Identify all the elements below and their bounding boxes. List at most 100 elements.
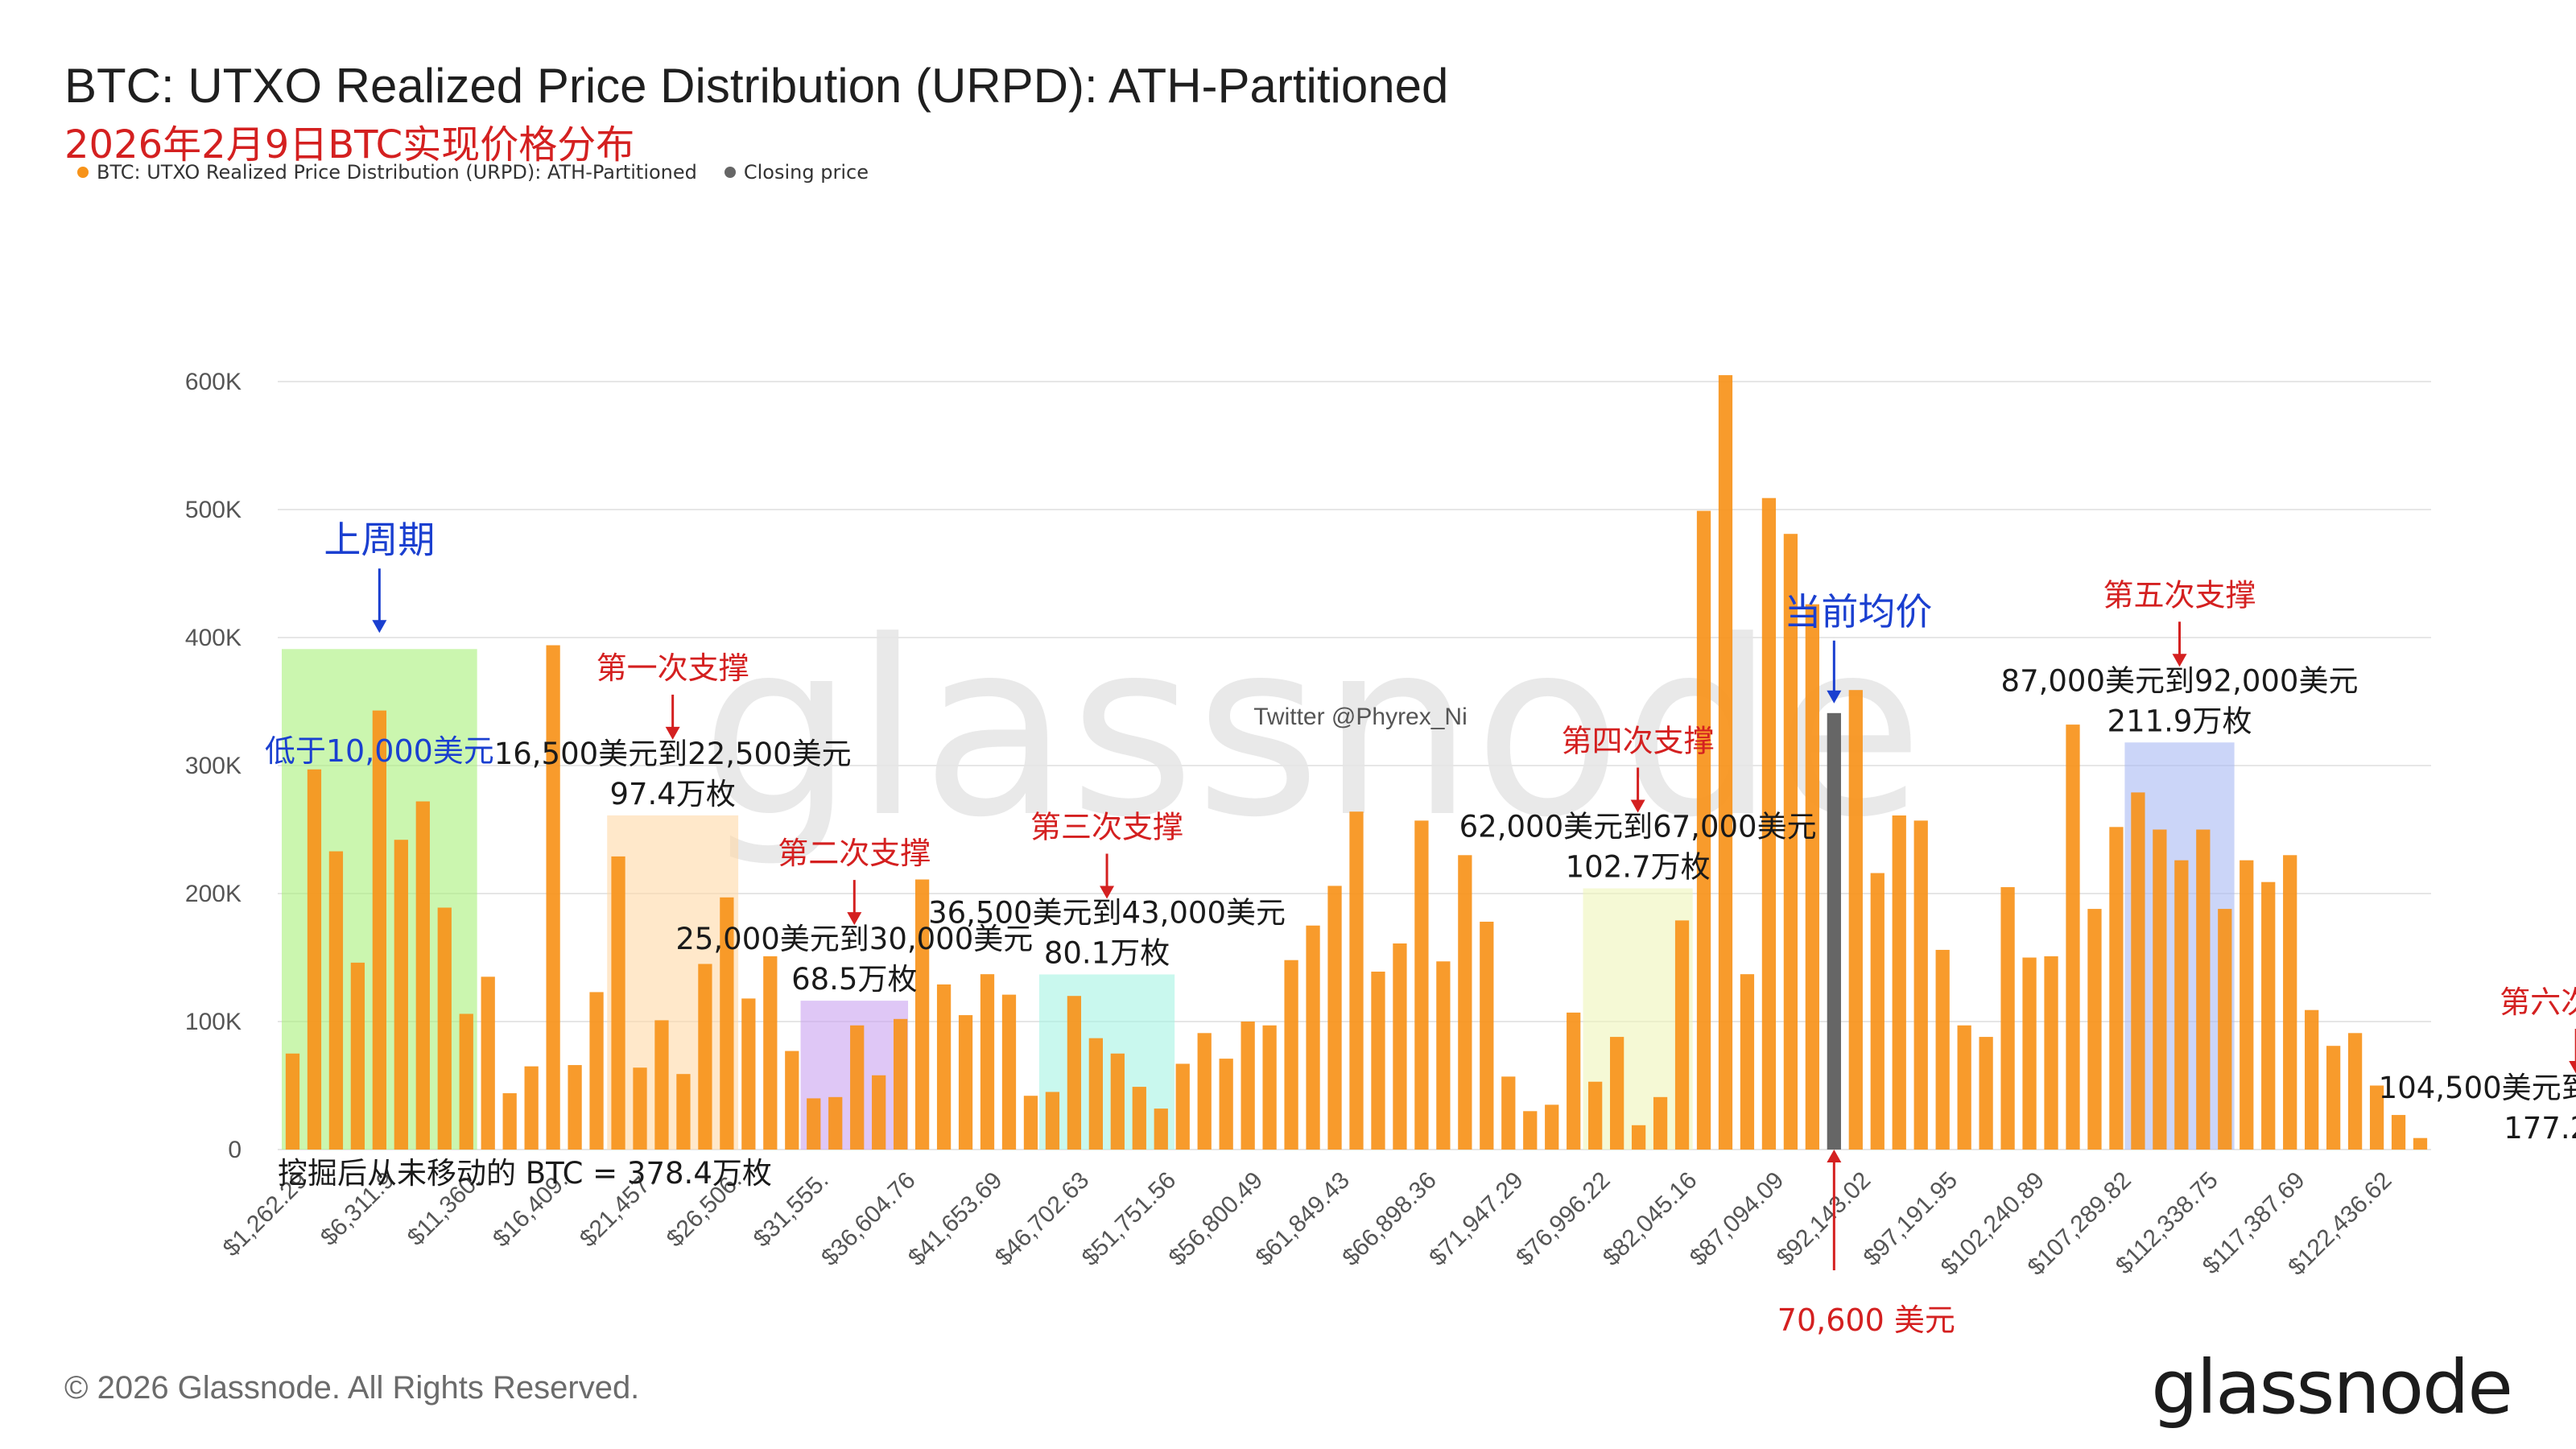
urpd-bar — [1631, 1125, 1646, 1150]
urpd-bar — [1371, 971, 1385, 1150]
urpd-bar — [914, 879, 930, 1150]
urpd-bar — [894, 1018, 908, 1150]
legend-item-urpd[interactable]: BTC: UTXO Realized Price Distribution (U… — [77, 161, 697, 184]
urpd-bar — [1023, 1096, 1038, 1150]
x-tick-label: $71,947.29 — [1424, 1167, 1529, 1272]
urpd-bar — [1197, 1033, 1212, 1150]
x-tick-label: $36,604.76 — [816, 1167, 921, 1272]
y-tick-label: 0 — [228, 1137, 242, 1163]
urpd-bar — [1327, 886, 1342, 1150]
x-tick-label: $56,800.49 — [1164, 1167, 1269, 1272]
urpd-bar — [1610, 1037, 1624, 1150]
legend-label-closing: Closing price — [743, 161, 869, 184]
urpd-bar — [1067, 996, 1082, 1150]
urpd-bar — [1957, 1025, 1971, 1150]
urpd-bar — [2261, 881, 2276, 1150]
urpd-bar — [1132, 1087, 1146, 1150]
urpd-bar — [2347, 1033, 2363, 1150]
urpd-bar — [1848, 690, 1863, 1150]
x-tick-label: $46,702.63 — [990, 1167, 1095, 1272]
current-avg-arrow-head — [1827, 690, 1842, 704]
glassnode-logo: glassnode — [2151, 1344, 2513, 1430]
y-tick-label: 600K — [185, 369, 242, 395]
urpd-bar — [1088, 1038, 1103, 1150]
urpd-bar — [720, 897, 734, 1150]
urpd-bar — [2196, 829, 2211, 1150]
urpd-bar — [285, 1053, 300, 1150]
urpd-bar — [2066, 724, 2080, 1150]
urpd-bar — [2283, 855, 2297, 1150]
urpd-bar — [654, 1020, 669, 1150]
urpd-bar — [1783, 534, 1798, 1150]
zone-4-amount: 102.7万枚 — [1566, 850, 1711, 885]
closing-price-label: 70,600 美元 — [1777, 1302, 1955, 1338]
zone-6-range: 104,500美元到112,000美元 — [2379, 1071, 2576, 1105]
urpd-bar — [415, 801, 430, 1150]
y-tick-label: 500K — [185, 497, 242, 523]
x-tick-label: $92,143.02 — [1772, 1167, 1876, 1272]
chart-subtitle: 2026年2月9日BTC实现价格分布 — [64, 122, 635, 167]
urpd-bar — [2000, 887, 2015, 1150]
legend-label-urpd: BTC: UTXO Realized Price Distribution (U… — [97, 161, 697, 184]
urpd-bar — [1414, 820, 1429, 1150]
zone-0-heading: 上周期 — [324, 518, 435, 561]
chart-title: BTC: UTXO Realized Price Distribution (U… — [64, 59, 1449, 113]
urpd-bar — [2240, 860, 2254, 1150]
zone-1-heading: 第一次支撑 — [597, 650, 749, 686]
x-tick-label: $41,653.69 — [903, 1167, 1008, 1272]
never-moved-label: 挖掘后从未移动的 BTC = 378.4万枚 — [278, 1156, 772, 1191]
urpd-bar — [350, 962, 365, 1150]
zone-1-range: 16,500美元到22,500美元 — [494, 737, 852, 771]
urpd-bar — [1154, 1108, 1168, 1150]
urpd-bar — [1219, 1059, 1233, 1150]
urpd-bar — [936, 984, 952, 1150]
urpd-bar — [1436, 961, 1451, 1150]
urpd-bar — [437, 907, 452, 1150]
zone-3-arrow-head — [1100, 886, 1115, 899]
urpd-bar — [1805, 604, 1819, 1150]
urpd-bar — [1761, 497, 1777, 1150]
urpd-bar — [1718, 375, 1733, 1150]
urpd-bar — [546, 645, 560, 1150]
urpd-bar — [1740, 974, 1755, 1150]
urpd-bar — [1588, 1081, 1603, 1150]
x-tick-label: $61,849.43 — [1250, 1167, 1355, 1272]
urpd-bar — [2022, 957, 2037, 1150]
urpd-bar — [633, 1067, 647, 1150]
zone-2-range: 25,000美元到30,000美元 — [675, 922, 1033, 956]
zone-3-amount: 80.1万枚 — [1044, 935, 1170, 970]
legend-dot-closing — [724, 167, 736, 178]
closing-price-arrow-head — [1827, 1150, 1842, 1162]
x-tick-label: $76,996.22 — [1511, 1167, 1616, 1272]
y-tick-label: 100K — [185, 1009, 242, 1035]
x-tick-label: $51,751.56 — [1077, 1167, 1182, 1272]
urpd-bar — [568, 1065, 582, 1150]
zone-2-arrow-head — [847, 912, 862, 926]
urpd-bar — [1241, 1022, 1255, 1150]
urpd-bar — [1696, 510, 1711, 1150]
urpd-bar — [828, 1096, 843, 1150]
urpd-bar — [785, 1051, 799, 1150]
current-avg-label: 当前均价 — [1784, 590, 1932, 634]
x-tick-label: $66,898.36 — [1337, 1167, 1442, 1272]
urpd-bar — [2109, 827, 2124, 1150]
urpd-bar — [1001, 994, 1017, 1150]
zone-1-arrow-head — [665, 726, 680, 740]
urpd-bar — [2174, 860, 2189, 1150]
zone-2-amount: 68.5万枚 — [791, 962, 917, 997]
urpd-bar — [2131, 792, 2145, 1150]
watermark-handle: Twitter @Phyrex_Ni — [1253, 704, 1468, 730]
zone-5-range: 87,000美元到92,000美元 — [2001, 663, 2359, 698]
urpd-bar — [1262, 1025, 1277, 1150]
urpd-bar — [394, 840, 408, 1150]
y-tick-label: 300K — [185, 753, 242, 779]
zone-6-arrow-head — [2569, 1061, 2576, 1074]
legend-item-closing-price[interactable]: Closing price — [724, 161, 869, 184]
y-tick-label: 200K — [185, 881, 242, 907]
urpd-bar — [1175, 1063, 1190, 1150]
urpd-bar — [2369, 1085, 2384, 1150]
zone-4-range: 62,000美元到67,000美元 — [1459, 810, 1817, 844]
urpd-bar — [589, 992, 604, 1150]
urpd-bar — [2413, 1137, 2428, 1150]
